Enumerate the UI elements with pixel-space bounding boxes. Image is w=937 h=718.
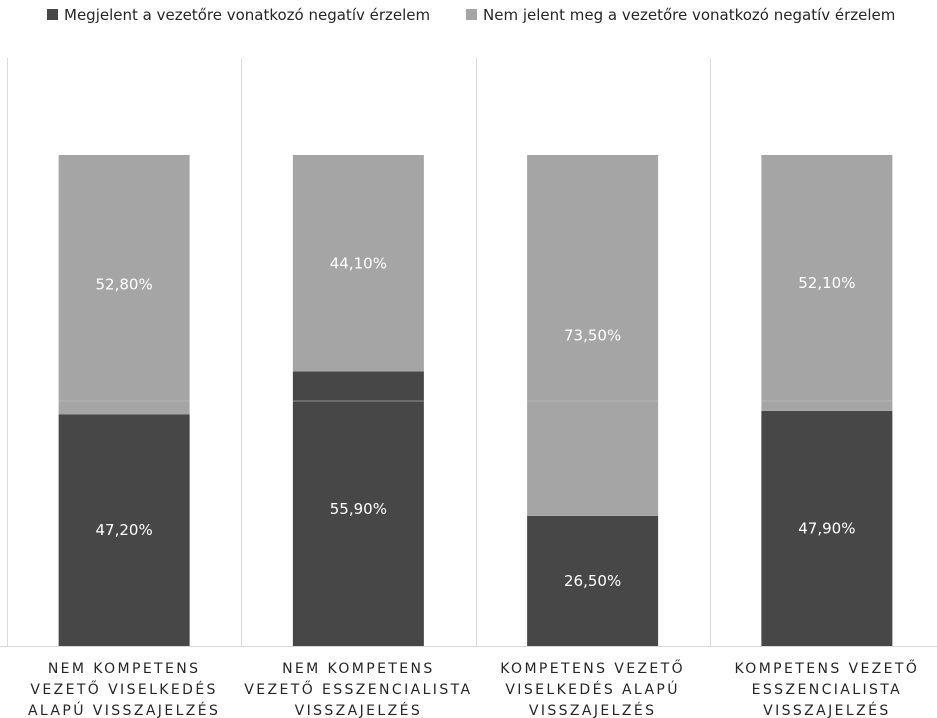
data-label: 26,50% (564, 572, 621, 590)
category-label: VEZETŐ ESSZENCIALISTA (244, 680, 472, 698)
bars (58, 155, 893, 646)
legend-swatch-series-1 (47, 9, 58, 20)
category-label: VISSZAJELZÉS (295, 702, 423, 718)
legend-swatch-series-2 (466, 9, 477, 20)
legend-label-series-1: Megjelent a vezetőre vonatkozó negatív é… (64, 6, 430, 24)
data-label: 52,10% (798, 274, 855, 292)
category-label: VISSZAJELZÉS (763, 702, 891, 718)
bar-segment-1 (58, 414, 190, 646)
data-label: 73,50% (564, 326, 621, 344)
bar-segment-2 (292, 155, 424, 372)
category-label: ALAPÚ VISSZAJELZÉS (28, 701, 220, 718)
category-label: VISSZAJELZÉS (529, 702, 657, 718)
data-label: 44,10% (330, 254, 387, 272)
data-label: 47,20% (96, 521, 153, 539)
bar-segment-2 (58, 155, 190, 415)
category-labels: NEM KOMPETENS VEZETŐ VISELKEDÉS ALAPÚ VISS… (28, 659, 919, 718)
data-label: 55,90% (330, 500, 387, 518)
data-labels: 47,20% 52,80% 55,90% 44,10% 26,50% 73,50% 47,9… (96, 254, 856, 590)
bar-segment-1 (527, 515, 659, 646)
category-label: KOMPETENS VEZETŐ (500, 659, 685, 677)
bar-segment-2 (761, 155, 893, 411)
category-label: KOMPETENS VEZETŐ (734, 659, 919, 677)
legend: Megjelent a vezetőre vonatkozó negatív é… (47, 6, 895, 24)
bar-segment-1 (292, 371, 424, 646)
data-label: 47,90% (798, 519, 855, 537)
category-label: NEM KOMPETENS (48, 661, 201, 677)
legend-label-series-2: Nem jelent meg a vezetőre vonatkozó nega… (483, 6, 895, 24)
bar-segment-2 (527, 155, 659, 516)
category-label: NEM KOMPETENS (282, 661, 435, 677)
plot-frame (0, 58, 937, 647)
data-label: 52,80% (96, 276, 153, 294)
bar-segment-1 (761, 410, 893, 646)
category-label: VEZETŐ VISELKEDÉS (30, 680, 217, 698)
category-label: VISELKEDÉS ALAPÚ (505, 680, 680, 698)
category-label: ESSZENCIALISTA (752, 682, 902, 698)
